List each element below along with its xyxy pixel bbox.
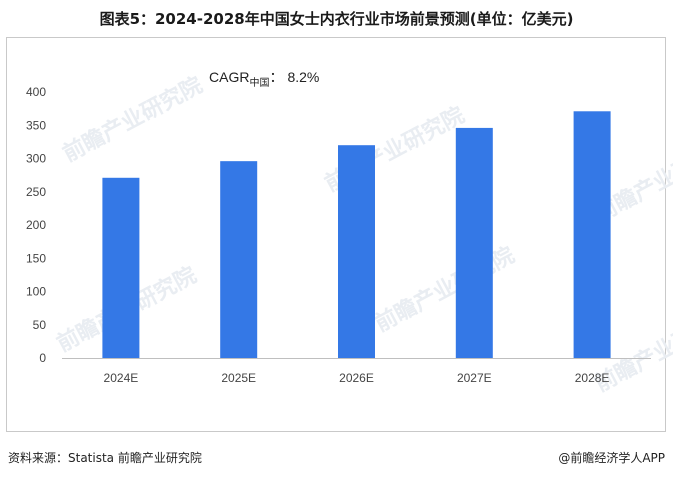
x-tick-label: 2027E [457, 371, 492, 385]
y-tick-label: 250 [26, 185, 46, 199]
bar-2028E [573, 111, 611, 358]
x-tick-label: 2028E [575, 371, 610, 385]
brand-credit: @前瞻经济学人APP [558, 449, 665, 466]
bar-2026E [338, 145, 375, 358]
y-tick-label: 350 [26, 118, 46, 132]
bar-2024E [102, 177, 140, 358]
x-axis-ticks: 2024E 2025E 2026E 2027E 2028E [104, 371, 610, 385]
source-note: 资料来源：Statista 前瞻产业研究院 [8, 451, 202, 465]
y-tick-label: 50 [33, 318, 47, 332]
y-tick-label: 400 [26, 85, 46, 99]
bars [102, 111, 611, 358]
watermark-text: 前瞻产业研究院 [59, 72, 207, 167]
brand-name: 前瞻经济学人APP [570, 451, 665, 465]
x-tick-label: 2025E [221, 371, 256, 385]
watermark-text: 前瞻产业研究院 [371, 242, 519, 337]
at-icon: @ [558, 451, 571, 465]
cagr-value: 8.2% [287, 69, 319, 85]
bar-2025E [220, 161, 258, 358]
cagr-label: CAGR [209, 69, 249, 85]
cagr-subscript: 中国 [249, 76, 269, 89]
y-tick-label: 200 [26, 218, 46, 232]
cagr-annotation: CAGR中国： 8.2% [209, 69, 319, 89]
x-tick-label: 2026E [339, 371, 374, 385]
bar-2027E [455, 127, 493, 358]
y-tick-label: 300 [26, 152, 46, 166]
cagr-separator: ： [269, 69, 283, 85]
y-tick-label: 100 [26, 285, 46, 299]
y-tick-label: 0 [39, 351, 46, 365]
y-tick-label: 150 [26, 251, 46, 265]
y-axis-ticks: 0 50 100 150 200 250 300 350 400 [26, 85, 46, 365]
chart-title: 图表5：2024-2028年中国女士内衣行业市场前景预测(单位：亿美元) [99, 10, 574, 28]
x-tick-label: 2024E [104, 371, 139, 385]
